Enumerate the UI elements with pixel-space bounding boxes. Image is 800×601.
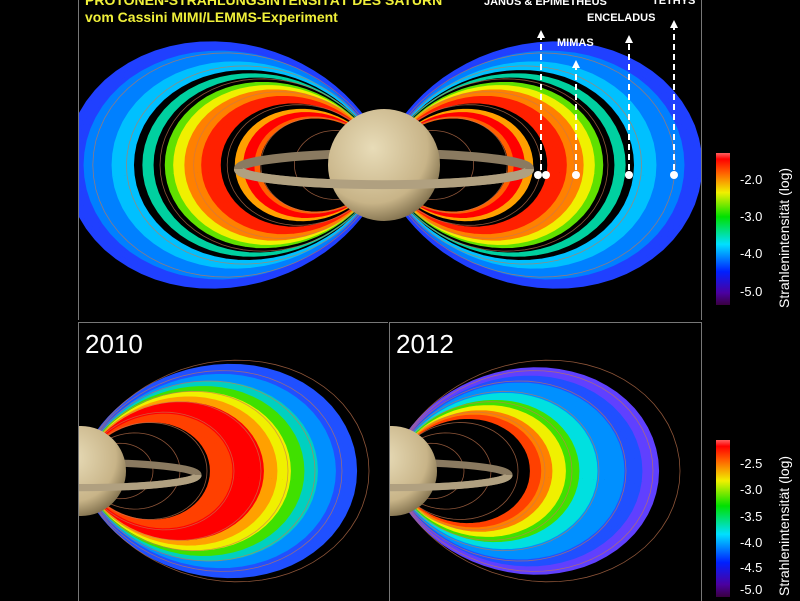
field-line [193,91,379,239]
field-line [400,359,681,583]
colorbar-bottom-tick: -3.5 [740,509,763,524]
radiation-belt-2012 [390,359,681,583]
arrowhead-icon [670,20,678,28]
field-line [84,422,208,520]
field-line [389,91,575,239]
radiation-belt-top [79,20,701,289]
field-line [88,370,343,572]
field-line [125,65,377,265]
field-line [398,390,600,552]
saturn-planet [328,109,440,221]
field-line [159,78,378,252]
moon-label-enceladus: ENCELADUS [587,12,656,24]
year-label-2010: 2010 [85,329,143,359]
saturn-planet [390,426,437,516]
saturn-rings-front [390,473,513,492]
year-label-2012: 2012 [396,329,454,359]
marker-enceladus [625,171,633,179]
panel-2010: 2010 [78,322,388,601]
title-line2: vom Cassini MIMI/LEMMS-Experiment [85,9,338,25]
field-line [85,411,235,531]
marker-janus [534,171,542,179]
marker-tethys [670,171,678,179]
colorbar-bottom-tick: -4.5 [740,560,763,575]
field-line [396,411,546,531]
marker-epimetheus [542,171,550,179]
colorbar-top-tick: -5.0 [740,284,763,299]
radiation-belt-band [79,41,376,289]
field-line [397,401,573,541]
field-line [391,65,643,265]
moon-label-mimas: MIMAS [557,37,594,49]
saturn-rings-front [79,473,202,492]
radiation-belt-band [88,363,358,579]
colorbar-bottom-tick: -5.0 [740,582,763,597]
field-line [86,401,262,541]
saturn-rings-front [233,166,535,190]
colorbar-bottom-tick: -3.0 [740,482,763,497]
arrowhead-icon [625,35,633,43]
arrowhead-icon [572,60,580,68]
main-panel: PROTONEN-STRAHLUNGSINTENSITÄT DES SATURN… [78,0,702,320]
marker-mimas [572,171,580,179]
field-line [399,370,654,572]
radiation-belt-2010 [79,359,370,583]
field-line [390,78,609,252]
arrowhead-icon [537,30,545,38]
field-line [398,380,627,562]
radiation-belt-band [392,41,701,289]
field-line [89,359,370,583]
saturn-planet [79,426,126,516]
field-line [226,104,380,226]
field-line [87,390,289,552]
panel-2012: 2012 [389,322,702,601]
field-line [392,52,676,278]
moon-label-tethys: TETHYS [652,0,696,7]
field-line [395,422,519,520]
colorbar-top-label: Strahlenintensität (log) [776,167,792,308]
colorbar-bottom-tick: -4.0 [740,535,763,550]
colorbar-bottom [716,440,730,597]
colorbar-bottom-tick: -2.5 [740,456,763,471]
radiation-belt-band [398,367,660,575]
moon-label-janus-epimetheus: JANUS & EPIMETHEUS [484,0,607,8]
colorbar-top-tick: -2.0 [740,172,763,187]
colorbar-bottom-label: Strahlenintensität (log) [776,455,792,596]
title-line1: PROTONEN-STRAHLUNGSINTENSITÄT DES SATURN [85,0,443,8]
colorbar-top-tick: -4.0 [740,246,763,261]
colorbar-top [716,153,730,305]
field-line [87,380,316,562]
field-line [92,52,376,278]
colorbar-top-tick: -3.0 [740,209,763,224]
